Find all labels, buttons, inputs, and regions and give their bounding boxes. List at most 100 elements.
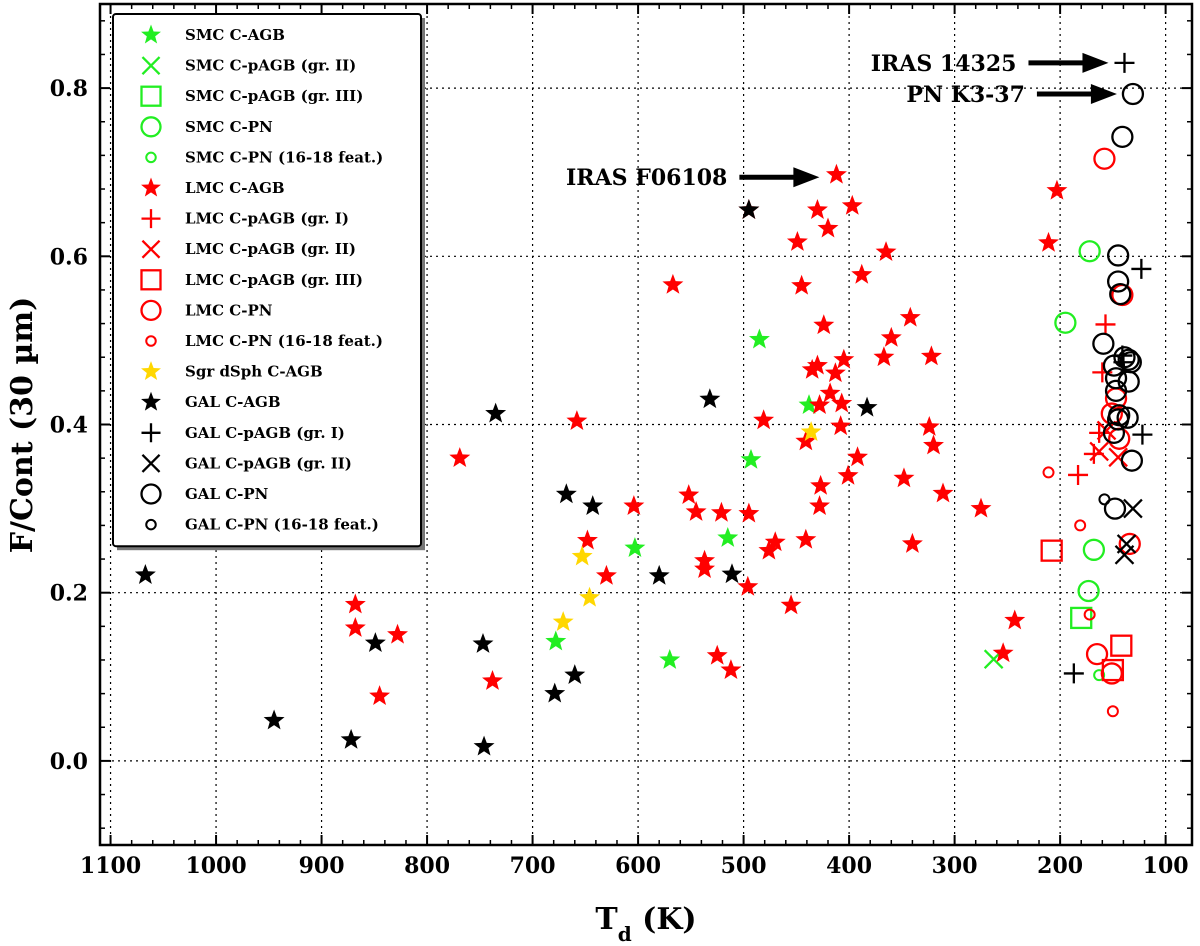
data-point-circle — [1109, 282, 1132, 306]
data-point-star — [831, 392, 853, 413]
legend-marker-circle — [145, 518, 157, 531]
data-point-star — [1046, 179, 1068, 200]
data-point-square — [1070, 606, 1093, 630]
data-point-plus — [1063, 663, 1084, 684]
y-tick-label: 0.0 — [50, 749, 88, 775]
legend-entry-lmc-c-pagb-gr-iii: LMC C-pAGB (gr. III) — [140, 269, 363, 291]
legend-entry-lmc-c-pagb-gr-i: LMC C-pAGB (gr. I) — [141, 209, 349, 229]
legend-label: SMC C-PN (16-18 feat.) — [185, 148, 383, 166]
x-tick-label: 800 — [404, 853, 450, 879]
data-point-star — [830, 415, 852, 436]
data-point-star — [564, 664, 586, 685]
annotation-label: IRAS F06108 — [566, 165, 727, 191]
data-point-star — [571, 545, 593, 566]
legend-entry-smc-c-pagb-gr-ii: SMC C-pAGB (gr. II) — [141, 56, 356, 75]
data-point-star — [809, 394, 831, 415]
data-point-star — [699, 388, 721, 409]
data-point-star — [344, 593, 366, 614]
data-point-star — [893, 467, 915, 488]
series-smc-c-agb — [545, 328, 820, 669]
data-point-circle — [1104, 379, 1128, 403]
data-point-star — [717, 527, 739, 547]
x-axis-label: Td (K) — [595, 902, 696, 942]
data-point-star — [576, 529, 598, 550]
data-point-circle — [1106, 270, 1130, 293]
series-smc-c-pagb-gr-iii — [1070, 606, 1093, 630]
data-point-star — [473, 735, 495, 756]
legend-marker-square — [140, 269, 162, 291]
data-point-star — [923, 434, 944, 455]
data-point-star — [753, 409, 775, 430]
series-gal-c-pn-16-18-feat — [1098, 493, 1111, 506]
data-point-star — [263, 709, 285, 730]
data-point-star — [824, 362, 846, 383]
data-point-star — [678, 484, 700, 505]
annotation-arrow-head — [1082, 52, 1109, 73]
data-point-circle — [1102, 421, 1126, 445]
data-point-star — [932, 482, 954, 503]
data-point-star — [623, 495, 645, 515]
series-smc-c-pn-16-18-feat — [1093, 669, 1106, 682]
data-point-star — [875, 241, 897, 261]
data-point-star — [837, 464, 859, 485]
legend-entry-gal-c-pagb-gr-ii: GAL C-pAGB (gr. II) — [141, 454, 352, 473]
x-axis-label-unit: (K) — [632, 902, 697, 937]
legend-marker-x — [141, 239, 161, 259]
data-point-star — [344, 617, 366, 637]
data-point-star — [552, 611, 574, 632]
legend-entry-lmc-c-pagb-gr-ii: LMC C-pAGB (gr. II) — [141, 239, 356, 259]
x-axis-label-sub: d — [618, 922, 632, 942]
legend-marker-star — [141, 24, 161, 44]
data-point-circle — [1083, 608, 1096, 621]
legend-entry-smc-c-agb: SMC C-AGB — [141, 24, 285, 44]
legend-entry-sgr-dsph-c-agb: Sgr dSph C-AGB — [141, 361, 323, 381]
legend-entry-smc-c-pn-16-18-feat: SMC C-PN (16-18 feat.) — [145, 148, 383, 166]
data-point-star — [795, 430, 817, 451]
series-smc-c-pn — [1054, 240, 1106, 603]
data-point-star — [920, 345, 942, 366]
y-tick-label: 0.6 — [50, 244, 88, 270]
data-point-star — [841, 194, 863, 215]
data-point-circle — [1077, 579, 1100, 603]
legend-label: Sgr dSph C-AGB — [185, 363, 323, 381]
data-point-star — [566, 410, 588, 431]
data-point-circle — [1121, 82, 1145, 106]
data-point-star — [340, 728, 362, 749]
data-point-star — [918, 416, 940, 436]
annotation-iras-14325: IRAS 14325 — [871, 51, 1109, 77]
data-point-star — [813, 314, 835, 335]
data-point-circle — [1116, 406, 1139, 429]
data-point-circle — [1102, 354, 1126, 377]
data-point-square — [1040, 539, 1063, 562]
data-point-star — [662, 273, 684, 294]
axis-ticks: 1100 1000 900 800 700 600 500 400 300 200 100 0.0 0.… — [50, 4, 1192, 879]
data-point-plus — [1089, 422, 1110, 443]
x-tick-label: 1000 — [185, 853, 246, 879]
data-point-x — [1089, 441, 1109, 462]
x-tick-label: 900 — [299, 853, 345, 879]
legend-marker-plus — [141, 423, 161, 443]
data-point-star — [833, 348, 855, 369]
x-tick-label: 100 — [1143, 853, 1189, 879]
legend-label: GAL C-PN — [185, 485, 269, 503]
data-point-plus — [1114, 52, 1135, 73]
data-point-star — [738, 199, 760, 219]
legend-marker-plus — [141, 209, 161, 229]
data-point-star — [880, 326, 902, 347]
data-point-star — [748, 328, 770, 349]
data-point-star — [758, 539, 780, 560]
legend-entry-smc-c-pagb-gr-iii: SMC C-pAGB (gr. III) — [140, 85, 363, 107]
legend-entry-gal-c-pagb-gr-i: GAL C-pAGB (gr. I) — [141, 423, 345, 443]
data-point-plus — [1131, 258, 1152, 279]
x-tick-label: 200 — [1037, 853, 1083, 879]
data-point-star — [710, 501, 732, 522]
data-point-x — [1114, 545, 1135, 565]
data-point-star — [856, 396, 878, 417]
legend-marker-circle — [140, 116, 162, 138]
data-point-star — [387, 623, 408, 644]
data-point-circle — [1078, 240, 1101, 263]
data-point-star — [970, 497, 992, 518]
data-point-circle — [1106, 408, 1130, 431]
data-point-star — [1038, 231, 1059, 252]
